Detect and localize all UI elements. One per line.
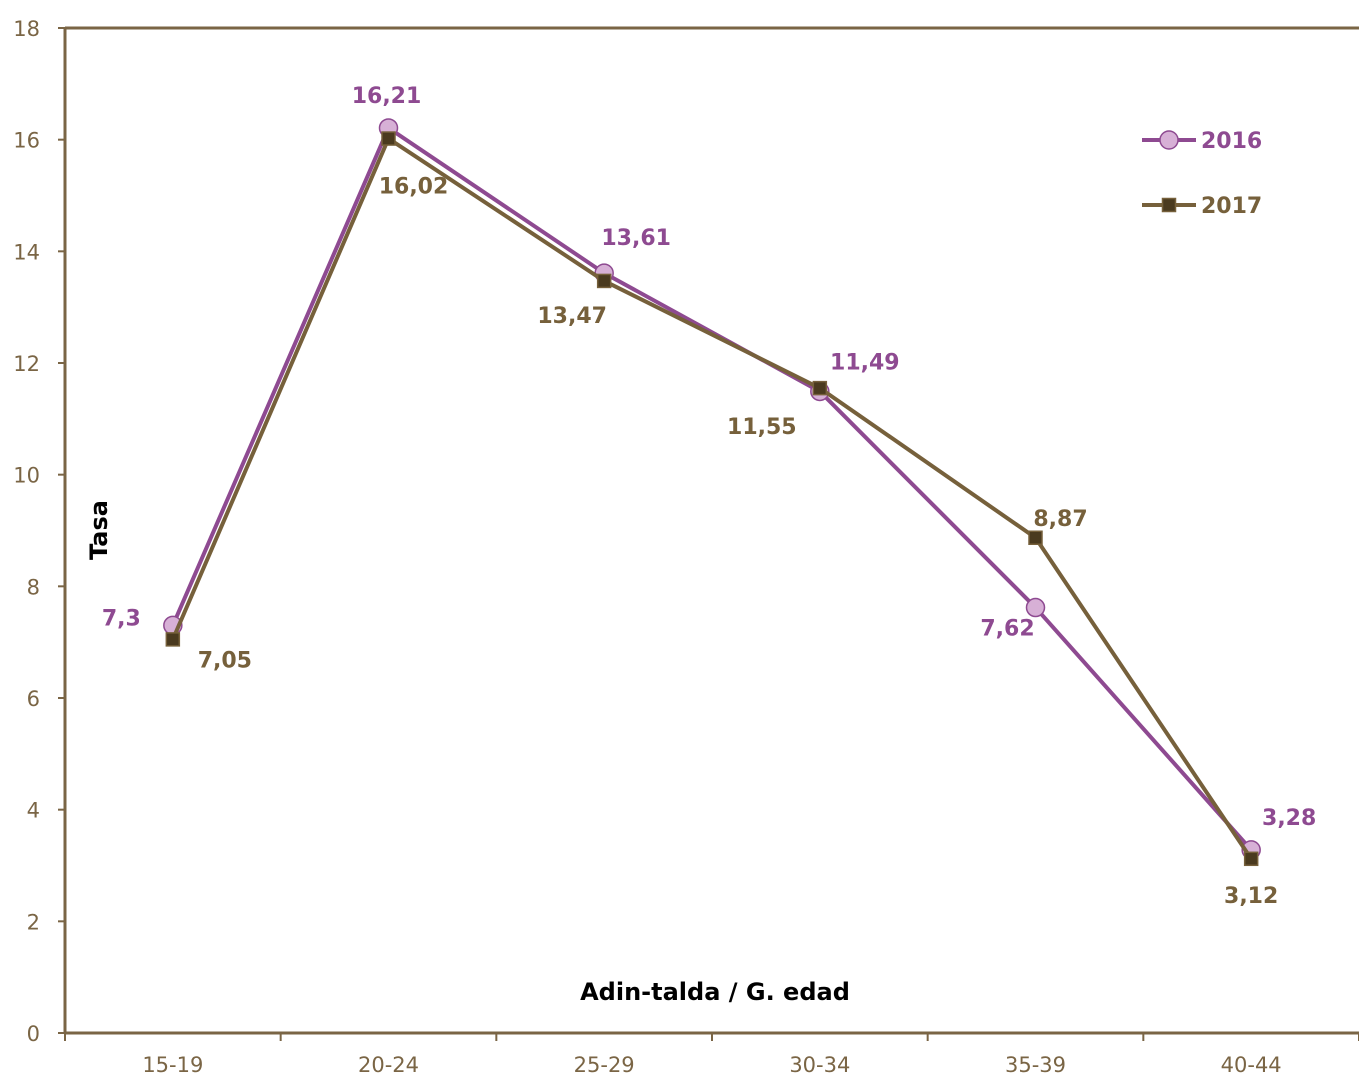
y-tick-label: 4 (27, 799, 40, 823)
legend-label-2016: 2016 (1201, 129, 1262, 154)
data-point-2017 (812, 380, 828, 396)
x-tick-label: 15-19 (142, 1053, 203, 1077)
y-tick-label: 14 (13, 240, 40, 264)
x-tick-label: 20-24 (358, 1053, 419, 1077)
data-label-2017: 3,12 (1224, 884, 1278, 909)
y-axis: 0 2 4 6 8 10 12 14 16 18 (13, 17, 1359, 1046)
x-tick-label: 25-29 (574, 1053, 635, 1077)
data-label-2016: 7,62 (980, 617, 1034, 642)
data-label-2016: 13,61 (601, 226, 671, 251)
series-area (163, 118, 1261, 867)
data-label-2016: 7,3 (102, 606, 141, 631)
y-tick-label: 6 (27, 687, 40, 711)
data-labels: 7,3 16,21 13,61 11,49 7,62 3,28 7,05 16,02 13,47… (102, 84, 1316, 909)
data-label-2017: 13,47 (537, 304, 607, 329)
data-label-2016: 3,28 (1262, 806, 1316, 831)
y-tick-label: 0 (27, 1022, 40, 1046)
legend-label-2017: 2017 (1201, 194, 1262, 219)
y-tick-label: 18 (13, 17, 40, 41)
data-label-2016: 16,21 (352, 84, 422, 109)
data-point-2016 (1025, 597, 1046, 618)
x-axis: 15-19 20-24 25-29 30-34 35-39 40-44 (64, 1031, 1359, 1077)
data-point-2017 (1243, 851, 1259, 867)
y-tick-label: 2 (27, 910, 40, 934)
x-tick-label: 30-34 (789, 1053, 850, 1077)
series-line-2017 (170, 136, 1253, 860)
y-tick-label: 12 (13, 352, 40, 376)
x-tick-label: 40-44 (1221, 1053, 1282, 1077)
legend-marker-2017 (1161, 197, 1177, 213)
y-axis-title: Tasa (85, 500, 113, 560)
y-tick-label: 8 (27, 575, 40, 599)
data-label-2017: 8,87 (1033, 507, 1087, 532)
data-point-2017 (596, 273, 612, 289)
x-tick-label: 35-39 (1005, 1053, 1066, 1077)
legend-marker-2016 (1159, 130, 1179, 150)
x-axis-title: Adin-talda / G. edad (580, 978, 850, 1006)
data-point-2017 (165, 632, 181, 647)
data-label-2017: 16,02 (379, 175, 449, 200)
data-label-2017: 11,55 (727, 415, 797, 440)
series-line-2016 (170, 125, 1253, 852)
y-tick-label: 10 (13, 464, 40, 488)
legend: 2016 2017 (1142, 129, 1262, 219)
data-point-2017 (381, 131, 396, 146)
y-tick-label: 16 (13, 129, 40, 153)
data-point-2017 (1028, 530, 1043, 546)
data-label-2017: 7,05 (198, 648, 252, 673)
data-label-2016: 11,49 (830, 350, 900, 375)
